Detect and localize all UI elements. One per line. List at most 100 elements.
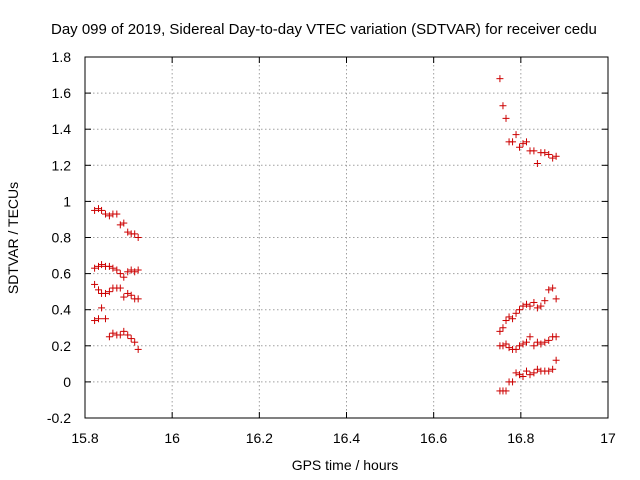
- data-point: [545, 367, 553, 375]
- data-point: [127, 266, 135, 274]
- series-satellite-6: [496, 284, 560, 335]
- data-point: [537, 302, 545, 310]
- data-point: [502, 387, 510, 395]
- y-tick-label: 0.2: [52, 338, 72, 354]
- data-point: [116, 331, 124, 339]
- data-point: [505, 313, 513, 321]
- data-point: [91, 264, 99, 272]
- series-satellite-2: [91, 261, 142, 281]
- x-tick-label: 16.8: [507, 430, 534, 446]
- data-point: [512, 369, 520, 377]
- data-point: [95, 315, 103, 323]
- data-point: [91, 280, 99, 288]
- data-point: [105, 262, 113, 270]
- data-point: [95, 262, 103, 270]
- data-point: [131, 268, 139, 276]
- data-point: [134, 266, 142, 274]
- data-point: [530, 342, 538, 350]
- data-point: [519, 340, 527, 348]
- data-point: [526, 371, 534, 379]
- data-point: [124, 289, 132, 297]
- data-point: [516, 143, 524, 151]
- data-point: [519, 372, 527, 380]
- data-point: [120, 219, 128, 227]
- data-point: [541, 338, 549, 346]
- data-point: [545, 150, 553, 158]
- data-point: [502, 317, 510, 325]
- data-point: [537, 340, 545, 348]
- data-point: [512, 345, 520, 353]
- data-point: [530, 369, 538, 377]
- data-point: [95, 286, 103, 294]
- data-point: [109, 329, 117, 337]
- data-point: [530, 147, 538, 155]
- y-tick-label: 1: [63, 193, 71, 209]
- data-point: [131, 230, 139, 238]
- data-point: [519, 140, 527, 148]
- data-point: [116, 284, 124, 292]
- data-point: [549, 154, 557, 162]
- data-point: [127, 335, 135, 343]
- data-point: [541, 149, 549, 157]
- x-axis-tick-labels: 15.8 16 16.2 16.4 16.6 16.8 17: [71, 430, 616, 446]
- data-point: [120, 293, 128, 301]
- data-point: [552, 333, 560, 341]
- data-point: [533, 304, 541, 312]
- data-point: [499, 342, 507, 350]
- data-point: [522, 367, 530, 375]
- data-point: [533, 159, 541, 167]
- data-point: [105, 288, 113, 296]
- data-point: [545, 286, 553, 294]
- x-tick-label: 17: [600, 430, 616, 446]
- y-axis-title: SDTVAR / TECUs: [5, 182, 21, 294]
- data-point: [116, 270, 124, 278]
- series-satellite-8: [496, 356, 560, 395]
- data-point: [98, 206, 106, 214]
- data-point: [505, 344, 513, 352]
- data-point: [124, 331, 132, 339]
- data-point: [552, 356, 560, 364]
- data-point: [512, 131, 520, 139]
- data-point: [496, 75, 504, 83]
- data-point: [499, 324, 507, 332]
- data-point: [519, 302, 527, 310]
- data-point: [509, 138, 517, 146]
- x-axis-title: GPS time / hours: [292, 457, 399, 473]
- data-point: [522, 300, 530, 308]
- series-satellite-3: [91, 280, 142, 303]
- data-point: [530, 298, 538, 306]
- x-tick-label: 16.2: [246, 430, 273, 446]
- series-satellite-7: [496, 333, 560, 353]
- y-axis-tick-labels: -0.2 0 0.2 0.4 0.6 0.8 1 1.2 1.4 1.6 1.8: [47, 49, 71, 426]
- data-point: [134, 234, 142, 241]
- data-point: [134, 295, 142, 303]
- data-point: [120, 327, 128, 335]
- data-point: [101, 289, 109, 297]
- y-tick-label: 0.6: [52, 266, 72, 282]
- series-satellite-1: [91, 205, 142, 241]
- data-point: [512, 309, 520, 317]
- y-tick-label: 1.8: [52, 49, 72, 65]
- data-point: [533, 338, 541, 346]
- data-point: [91, 317, 99, 325]
- data-point: [502, 114, 510, 122]
- data-point: [124, 268, 132, 276]
- data-point: [552, 152, 560, 160]
- data-point: [120, 273, 128, 281]
- data-point: [509, 315, 517, 323]
- data-point: [526, 302, 534, 310]
- data-point: [127, 291, 135, 299]
- data-point: [113, 266, 121, 274]
- y-tick-label: 0: [63, 374, 71, 390]
- chart-title: Day 099 of 2019, Sidereal Day-to-day VTE…: [51, 21, 597, 38]
- y-tick-label: 0.4: [52, 302, 72, 318]
- y-tick-label: -0.2: [47, 410, 71, 426]
- x-tick-label: 16: [164, 430, 180, 446]
- data-point: [131, 338, 139, 346]
- y-tick-label: 1.4: [52, 121, 72, 137]
- y-tick-label: 1.6: [52, 85, 72, 101]
- data-point: [541, 297, 549, 305]
- x-tick-label: 16.6: [420, 430, 447, 446]
- data-point: [545, 336, 553, 344]
